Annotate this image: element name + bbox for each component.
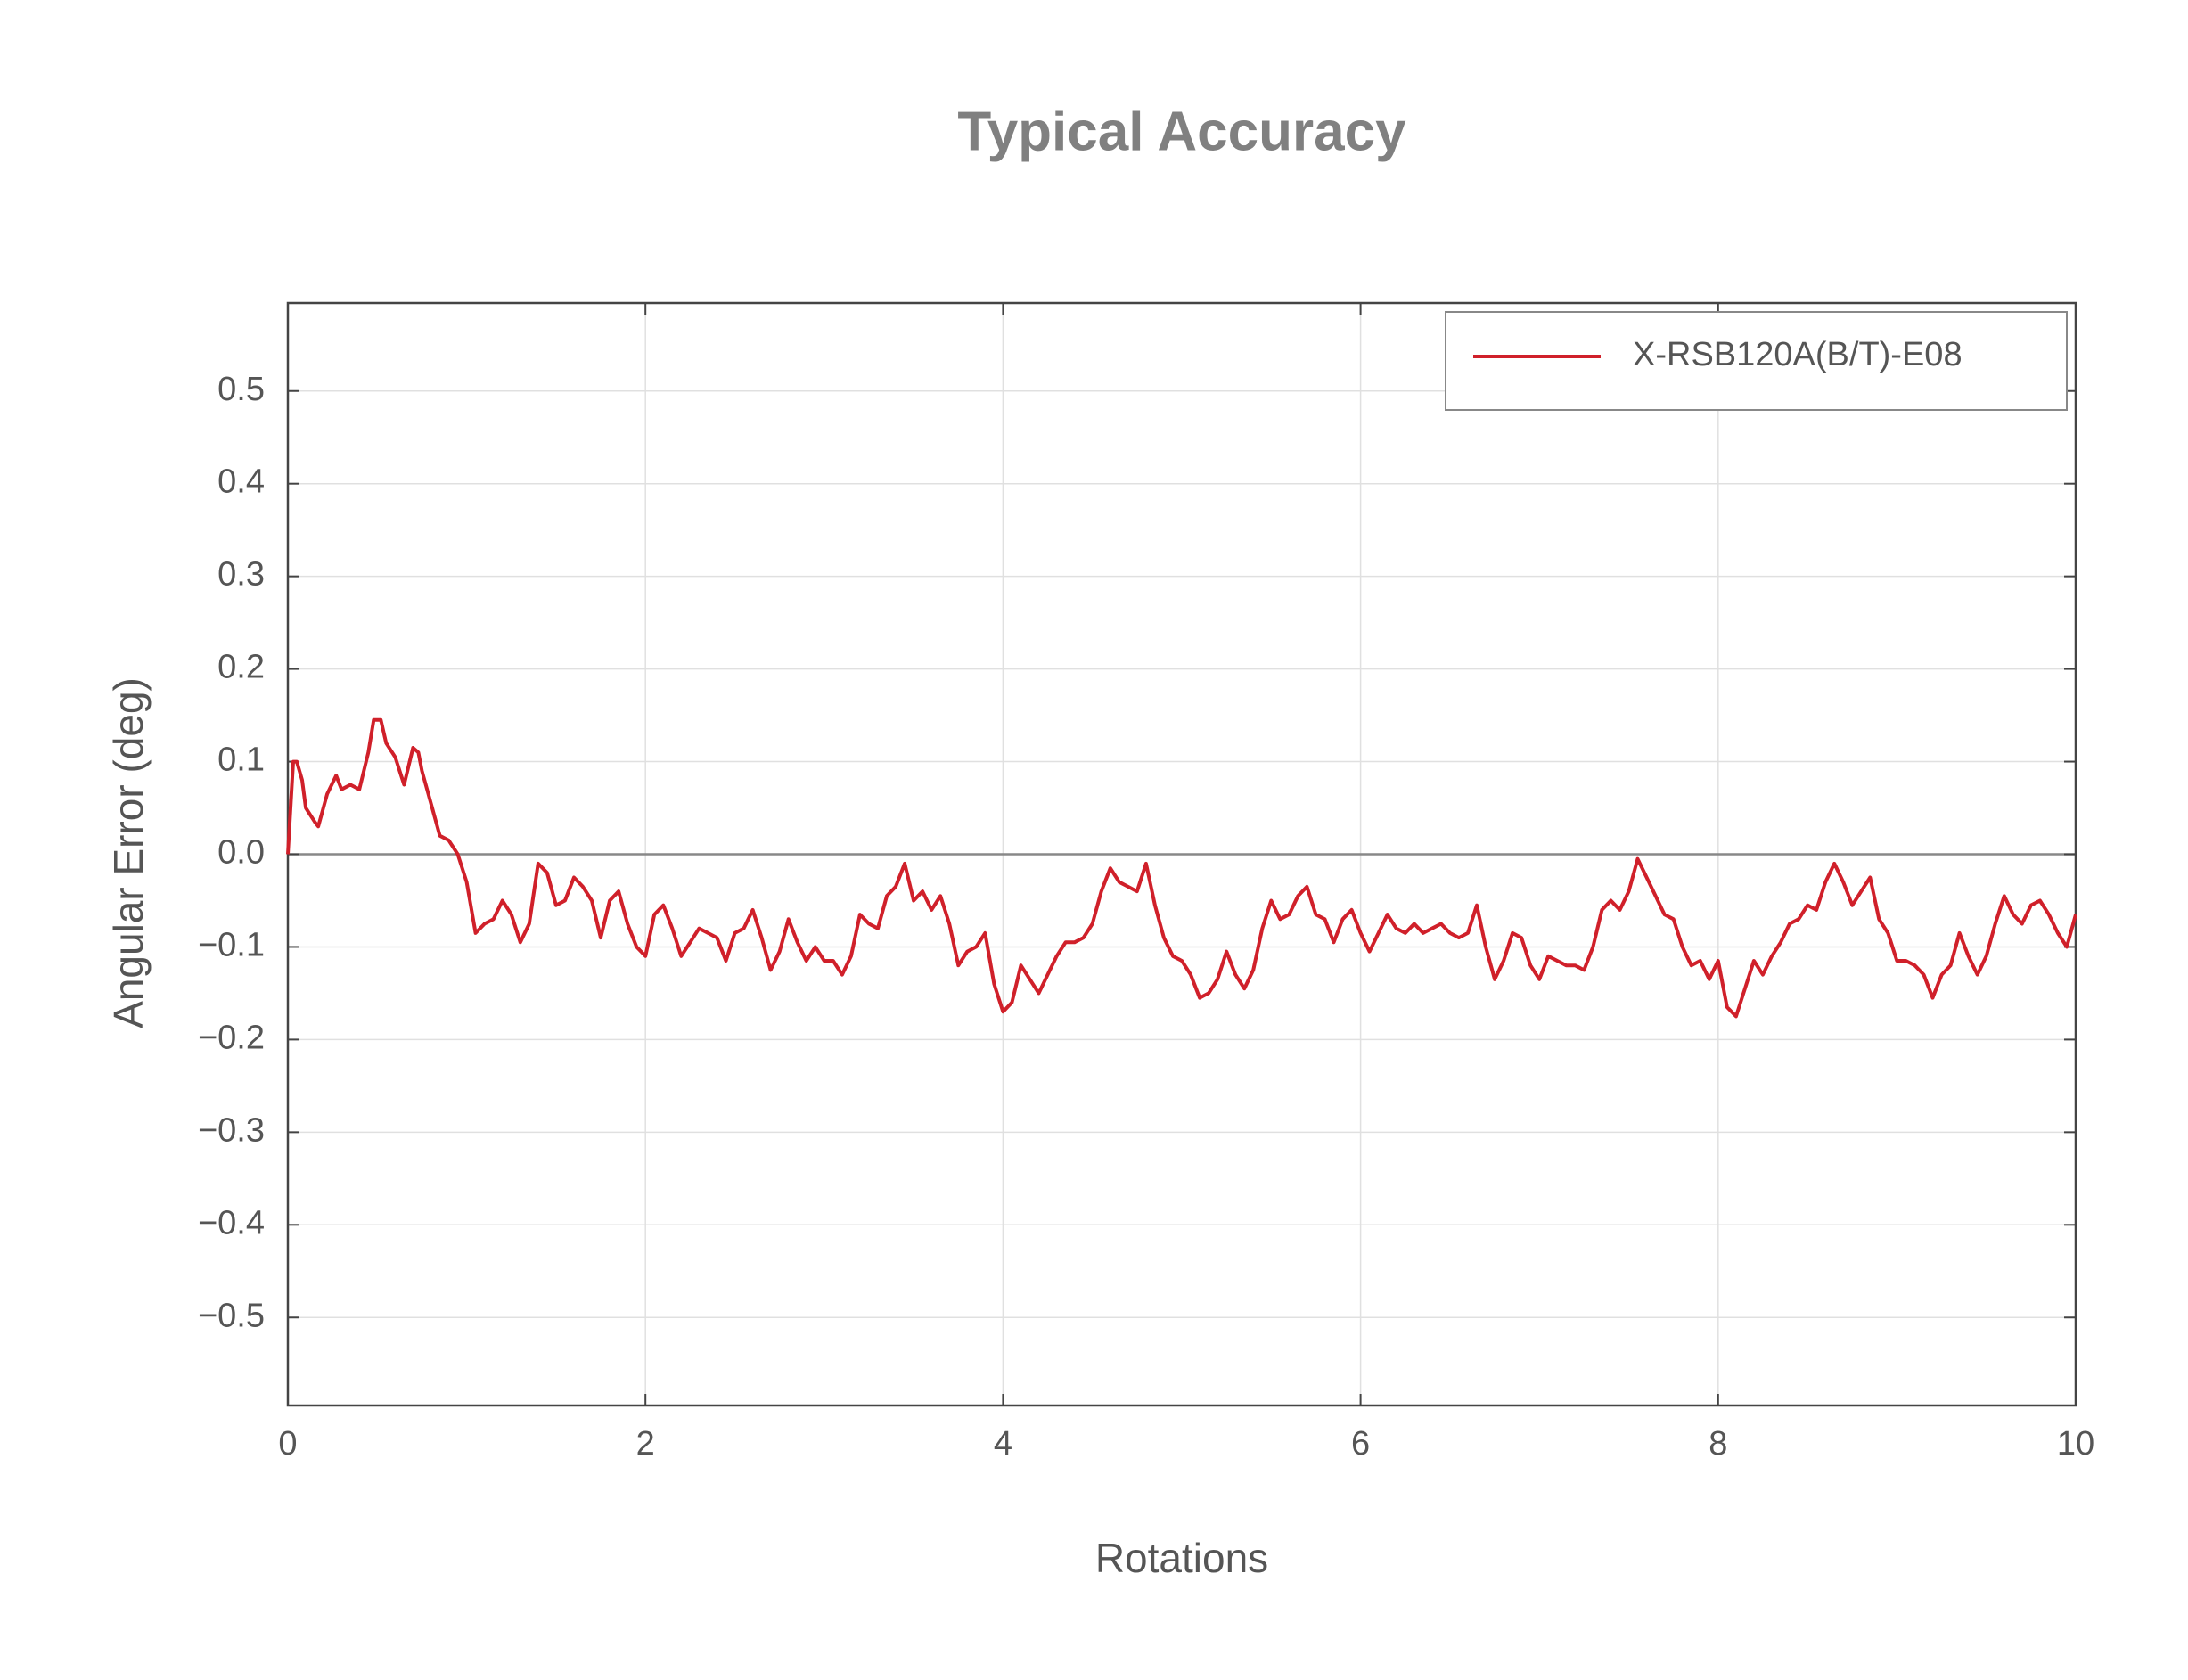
x-tick-label: 0 <box>278 1425 297 1463</box>
legend-box <box>1445 311 2068 411</box>
y-tick-label: 0.4 <box>217 463 265 501</box>
x-axis-label: Rotations <box>1095 1535 1268 1581</box>
y-tick-label: −0.2 <box>198 1019 265 1056</box>
y-tick-label: 0.5 <box>217 371 265 408</box>
x-tick-label: 6 <box>1351 1425 1370 1463</box>
y-tick-label: 0.0 <box>217 834 265 872</box>
legend-label: X-RSB120A(B/T)-E08 <box>1633 336 1963 373</box>
x-tick-label: 8 <box>1709 1425 1727 1463</box>
y-tick-label: 0.1 <box>217 742 265 779</box>
y-tick-label: −0.1 <box>198 926 265 963</box>
y-tick-label: −0.5 <box>198 1297 265 1334</box>
y-tick-label: 0.3 <box>217 556 265 594</box>
y-axis-label: Angular Error (deg) <box>105 677 152 1028</box>
chart-title: Typical Accuracy <box>957 101 1406 162</box>
x-tick-label: 4 <box>994 1425 1012 1463</box>
y-tick-label: −0.3 <box>198 1111 265 1149</box>
x-tick-label: 10 <box>2057 1425 2094 1463</box>
data-line <box>286 717 2077 1019</box>
y-tick-label: −0.4 <box>198 1204 265 1242</box>
x-tick-label: 2 <box>636 1425 655 1463</box>
y-tick-label: 0.2 <box>217 649 265 686</box>
